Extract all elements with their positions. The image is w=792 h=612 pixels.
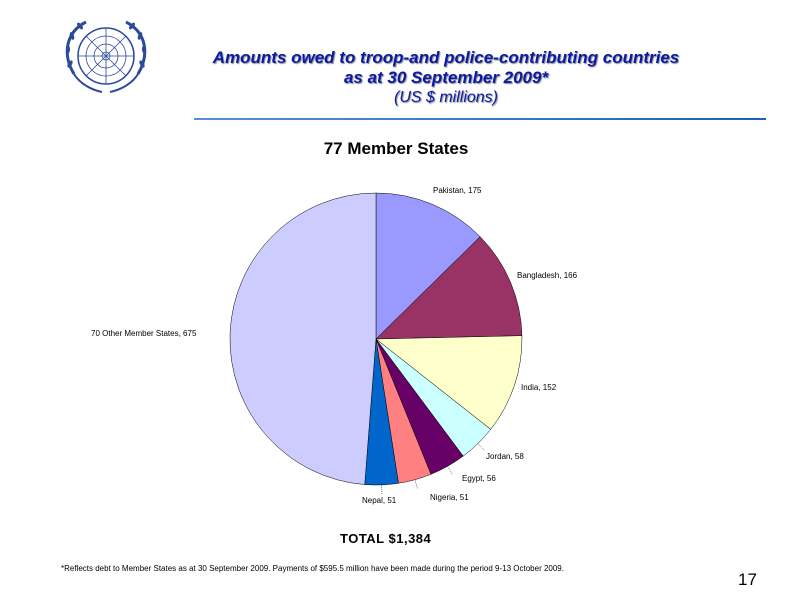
page-number: 17 [738, 570, 757, 589]
pie-slice-bangladesh [375, 236, 523, 340]
slice-label: 70 Other Member States, 675 [91, 329, 197, 338]
un-emblem-icon [65, 20, 147, 93]
leader-line [447, 466, 453, 476]
page-title-line-1: Amounts owed to troop-and police-contrib… [212, 48, 680, 67]
pie-slice-70-other-member-states [229, 192, 377, 485]
slice-label: India, 152 [521, 383, 557, 392]
page-subtitle: (US $ millions) [393, 89, 498, 106]
footnote: *Reflects debt to Member States as at 30… [61, 564, 564, 573]
slice-label: Jordan, 58 [486, 452, 524, 461]
total-label: TOTAL $1,384 [340, 531, 432, 546]
slice-label: Pakistan, 175 [433, 186, 482, 195]
slice-label: Nigeria, 51 [430, 493, 469, 502]
slice-label: Nepal, 51 [362, 496, 397, 505]
pie-slice-india [375, 335, 523, 430]
leader-line [414, 479, 418, 490]
pie-slice-pakistan [375, 192, 481, 340]
slice-label: Bangladesh, 166 [517, 271, 578, 280]
title-block: Amounts owed to troop-and police-contrib… [160, 48, 732, 108]
slice-label: Egypt, 56 [462, 474, 496, 483]
chart-title: 77 Member States [323, 139, 469, 158]
leader-line [477, 443, 485, 451]
page-title-line-2: as at 30 September 2009* [343, 68, 549, 87]
title-divider [194, 118, 766, 120]
